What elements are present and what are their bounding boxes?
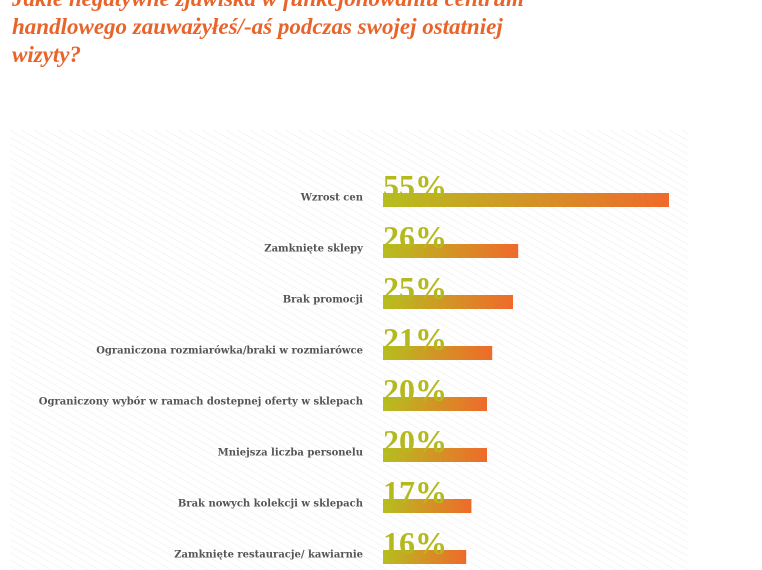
bar [383, 295, 513, 309]
title-line: handlowego zauważyłeś/-aś podczas swojej… [12, 14, 503, 39]
bar [383, 244, 519, 258]
bar [383, 550, 467, 564]
bar [383, 397, 487, 411]
category-label: Zamknięte sklepy [264, 244, 364, 255]
value-label: 16% [383, 525, 447, 561]
bar [383, 193, 669, 207]
value-label: 25% [383, 270, 447, 306]
category-label: Wzrost cen [300, 193, 364, 204]
value-label: 20% [383, 372, 447, 408]
title-line: Jakie negatywne zjawiska w funkcjonowani… [11, 0, 524, 11]
value-label: 21% [383, 321, 447, 357]
value-label: 17% [383, 474, 447, 510]
category-label: Mniejsza liczba personelu [218, 448, 363, 459]
category-label: Zamknięte restauracje/ kawiarnie [174, 550, 363, 561]
category-label: Brak promocji [283, 295, 363, 306]
bar [383, 448, 487, 462]
chart-title: Jakie negatywne zjawiska w funkcjonowani… [11, 0, 530, 67]
value-label: 26% [383, 219, 447, 255]
bar [383, 346, 493, 360]
value-label: 55% [383, 168, 447, 204]
category-label: Brak nowych kolekcji w sklepach [178, 499, 364, 510]
category-label: Ograniczona rozmiarówka/braki w rozmiaró… [96, 346, 363, 357]
value-label: 20% [383, 423, 447, 459]
title-line: wizyty? [12, 42, 81, 67]
category-label: Ograniczony wybór w ramach dostepnej ofe… [39, 397, 364, 408]
bar [383, 499, 472, 513]
